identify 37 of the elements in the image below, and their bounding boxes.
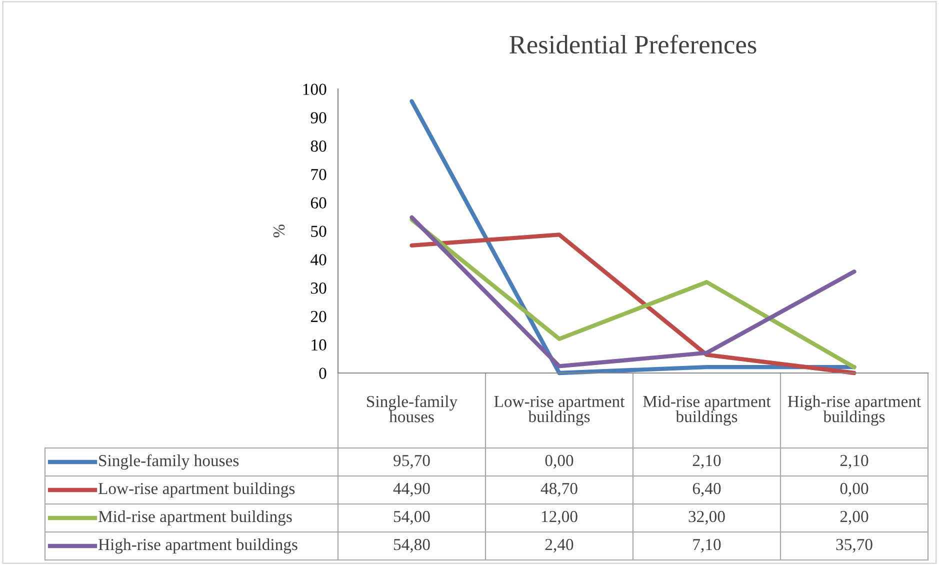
y-tick-label: 20 — [310, 310, 326, 322]
data-label: 2,10 — [840, 454, 868, 469]
data-label: 54,00 — [394, 510, 430, 525]
data-label: 0,00 — [545, 454, 574, 469]
x-tick-label: Low-rise apartment buildings — [494, 396, 625, 426]
y-axis-title: % — [273, 224, 285, 238]
x-tick-label: Single-family houses — [367, 395, 458, 422]
data-label: 2,10 — [692, 454, 721, 469]
data-label: 6,40 — [692, 482, 721, 497]
data-label: 12,00 — [542, 510, 578, 525]
y-tick-label: 0 — [319, 368, 326, 379]
y-tick-label: 80 — [310, 140, 326, 152]
legend-label: Low-rise apartment buildings — [98, 482, 295, 498]
data-label: 35,70 — [836, 538, 872, 553]
legend-label: Single-family houses — [99, 454, 239, 470]
y-tick-label: 10 — [312, 339, 326, 351]
chart-title: Residential Preferences — [510, 34, 756, 54]
y-tick-label: 50 — [311, 226, 326, 237]
x-tick-label: High-rise apartment buildings — [788, 395, 922, 426]
legend-label: High-rise apartment buildings — [98, 538, 298, 554]
data-label: 95,70 — [394, 454, 430, 469]
y-tick-label: 70 — [311, 168, 326, 180]
y-tick-label: 60 — [310, 197, 326, 209]
y-tick-label: 40 — [310, 254, 326, 266]
data-label: 32,00 — [688, 510, 725, 525]
y-tick-label: 30 — [311, 282, 326, 294]
y-tick-label: 90 — [310, 112, 326, 124]
data-label: 48,70 — [540, 482, 578, 497]
x-tick-label: Mid-rise apartment buildings — [643, 395, 771, 426]
data-label: 44,90 — [393, 482, 430, 497]
data-label: 0,00 — [840, 482, 868, 497]
data-label: 7,10 — [693, 538, 721, 553]
data-label: 54,80 — [394, 538, 430, 553]
y-tick-label: 100 — [303, 84, 326, 95]
legend-label: Mid-rise apartment buildings — [98, 510, 292, 526]
data-label: 2,40 — [545, 538, 574, 553]
data-label: 2,00 — [840, 510, 868, 525]
